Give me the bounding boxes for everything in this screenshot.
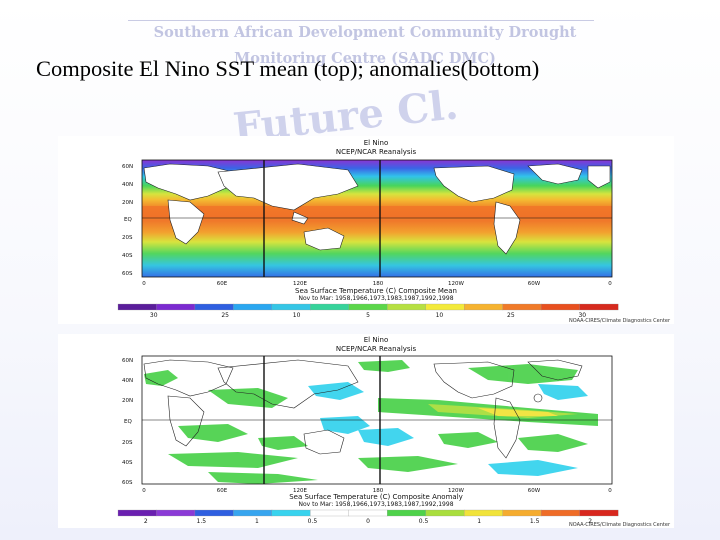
mean-colorbar-ticks: 30 25 10 5 10 25 30 xyxy=(150,312,586,319)
colorbar-swatch xyxy=(310,303,350,311)
anomaly-lat-label: 60N xyxy=(122,358,133,364)
colorbar-tick-label: 30 xyxy=(578,312,586,319)
colorbar-tick-label: 2 xyxy=(144,518,148,525)
mean-lat-label: 20N xyxy=(122,200,133,206)
anomaly-colorbar xyxy=(117,509,619,517)
anomaly-lat-label: 60S xyxy=(122,480,133,486)
anomaly-lat-labels: 60N 40N 20N EQ 20S 40S 60S xyxy=(122,358,133,486)
mean-lon-label: 0 xyxy=(142,281,146,287)
mean-lat-label: 60N xyxy=(122,164,133,170)
colorbar-tick-label: 2 xyxy=(588,518,592,525)
colorbar-swatch xyxy=(464,303,504,311)
colorbar-tick-label: 10 xyxy=(293,312,301,319)
mean-map-frame xyxy=(141,159,613,278)
anomaly-lat-label: 20S xyxy=(122,440,133,446)
mean-lat-labels: 60N 40N 20N EQ 20S 40S 60S xyxy=(122,164,133,277)
watermark-org-line1: Southern African Development Community D… xyxy=(153,24,577,41)
colorbar-tick-label: 0 xyxy=(366,518,370,525)
mean-colorbar xyxy=(117,303,619,311)
mean-lon-label: 180 xyxy=(373,281,384,287)
mean-sst-field xyxy=(142,160,612,277)
mean-header1: El Nino xyxy=(364,139,389,147)
mean-lat-label: EQ xyxy=(124,217,132,223)
colorbar-swatch xyxy=(117,303,157,311)
sst-mean-map-panel: El Nino NCEP/NCAR Reanalysis xyxy=(58,136,674,324)
anomaly-lon-label: 180 xyxy=(373,488,384,494)
mean-lon-label: 0 xyxy=(608,281,612,287)
colorbar-swatch xyxy=(233,509,273,517)
colorbar-swatch xyxy=(387,509,427,517)
colorbar-tick-label: 1.5 xyxy=(530,518,540,525)
colorbar-swatch xyxy=(502,303,542,311)
sst-anomaly-map: El Nino NCEP/NCAR Reanalysis xyxy=(117,336,671,528)
colorbar-swatch xyxy=(194,303,234,311)
sst-anomaly-map-panel: El Nino NCEP/NCAR Reanalysis xyxy=(58,334,674,528)
colorbar-swatch xyxy=(271,303,311,311)
colorbar-swatch xyxy=(579,303,619,311)
colorbar-swatch xyxy=(156,303,196,311)
anomaly-caption2: Nov to Mar: 1958,1966,1973,1983,1987,199… xyxy=(298,501,453,508)
colorbar-swatch xyxy=(156,509,196,517)
mean-lon-label: 60W xyxy=(528,281,541,287)
anomaly-lat-label: 20N xyxy=(122,398,133,404)
mean-caption2: Nov to Mar: 1958,1966,1973,1983,1987,199… xyxy=(298,295,453,302)
colorbar-tick-label: 10 xyxy=(436,312,444,319)
anomaly-credit: NOAA-CIRES/Climate Diagnostics Center xyxy=(569,522,671,528)
anomaly-lat-label: 40N xyxy=(122,378,133,384)
mean-lon-label: 120W xyxy=(448,281,464,287)
anomaly-lon-label: 60E xyxy=(217,488,228,494)
slide-title: Composite El Nino SST mean (top); anomal… xyxy=(36,56,540,81)
colorbar-swatch xyxy=(271,509,311,517)
colorbar-tick-label: 25 xyxy=(221,312,229,319)
colorbar-tick-label: 1 xyxy=(477,518,481,525)
colorbar-swatch xyxy=(425,303,465,311)
watermark-org-line2: Monitoring Centre (SADC DMC) xyxy=(234,50,496,67)
colorbar-swatch xyxy=(348,509,388,517)
mean-lat-label: 60S xyxy=(122,271,133,277)
mean-credit: NOAA-CIRES/Climate Diagnostics Center xyxy=(569,318,671,324)
mean-lat-label: 20S xyxy=(122,235,133,241)
mean-header2: NCEP/NCAR Reanalysis xyxy=(336,148,417,156)
anomaly-lon-label: 120W xyxy=(448,488,464,494)
colorbar-tick-label: 30 xyxy=(150,312,158,319)
colorbar-swatch xyxy=(579,509,619,517)
colorbar-swatch xyxy=(502,509,542,517)
mean-lon-label: 60E xyxy=(217,281,228,287)
colorbar-swatch xyxy=(117,509,157,517)
colorbar-tick-label: 5 xyxy=(366,312,370,319)
anomaly-header1: El Nino xyxy=(364,336,389,344)
sst-mean-map: El Nino NCEP/NCAR Reanalysis xyxy=(117,139,671,324)
colorbar-tick-label: 25 xyxy=(507,312,515,319)
colorbar-swatch xyxy=(425,509,465,517)
colorbar-tick-label: 1 xyxy=(255,518,259,525)
anomaly-lon-label: 120E xyxy=(293,488,307,494)
mean-lat-label: 40S xyxy=(122,253,133,259)
anomaly-caption1: Sea Surface Temperature (C) Composite An… xyxy=(289,493,463,501)
colorbar-swatch xyxy=(194,509,234,517)
colorbar-swatch xyxy=(348,303,388,311)
mean-lon-label: 120E xyxy=(293,281,307,287)
colorbar-swatch xyxy=(233,303,273,311)
colorbar-swatch xyxy=(387,303,427,311)
mean-lat-label: 40N xyxy=(122,182,133,188)
anomaly-lon-labels: 0 60E 120E 180 120W 60W 0 xyxy=(142,488,612,494)
anomaly-lat-label: 40S xyxy=(122,460,133,466)
mean-lon-labels: 0 60E 120E 180 120W 60W 0 xyxy=(142,281,612,287)
colorbar-tick-label: 1.5 xyxy=(197,518,207,525)
anomaly-lat-label: EQ xyxy=(124,419,132,425)
anomaly-lon-label: 60W xyxy=(528,488,541,494)
anomaly-header2: NCEP/NCAR Reanalysis xyxy=(336,345,417,353)
colorbar-swatch xyxy=(540,303,580,311)
colorbar-swatch xyxy=(540,509,580,517)
colorbar-swatch xyxy=(464,509,504,517)
header-divider xyxy=(128,20,594,21)
anomaly-lon-label: 0 xyxy=(142,488,146,494)
anomaly-lon-label: 0 xyxy=(608,488,612,494)
anomaly-colorbar-ticks: 2 1.5 1 0.5 0 0.5 1 1.5 2 xyxy=(144,518,592,525)
colorbar-tick-label: 0.5 xyxy=(419,518,429,525)
mean-caption1: Sea Surface Temperature (C) Composite Me… xyxy=(295,287,457,295)
colorbar-tick-label: 0.5 xyxy=(308,518,318,525)
colorbar-swatch xyxy=(310,509,350,517)
